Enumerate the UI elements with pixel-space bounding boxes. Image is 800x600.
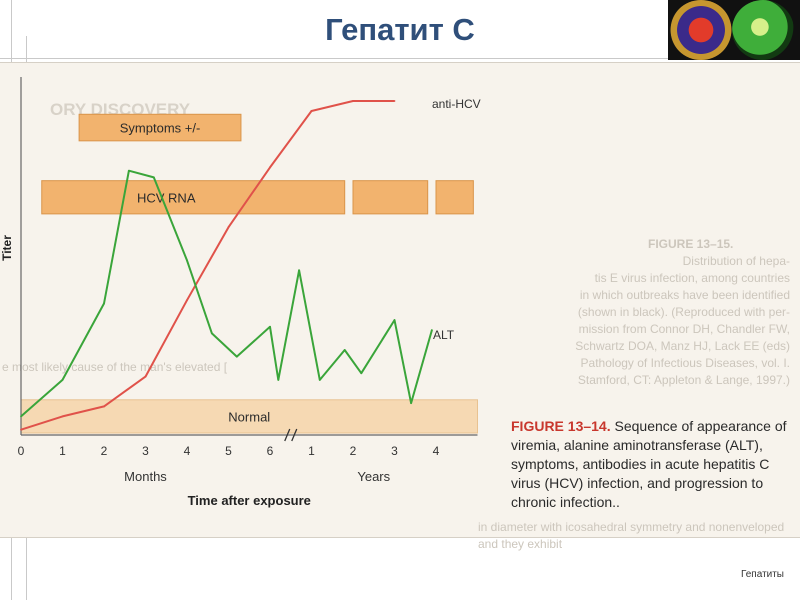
axis-break-mark [284,428,291,442]
data-point [103,302,105,305]
footer-label: Гепатиты [741,569,784,580]
band-segment [78,113,242,142]
data-point [227,226,230,229]
deco-horizontal-line [0,58,800,59]
chart: Symptoms +/- HCV RNA Normal 0 1 2 3 4 5 6 1 2 3 4 Mont… [0,77,481,508]
data-point [430,329,433,331]
x-tick-label: 3 [391,444,398,458]
axis-break-mark [291,428,298,442]
series-label-anti-hcv: anti-HCV [432,97,481,111]
data-point [269,166,271,169]
data-point [103,405,105,408]
x-group-label-years: Years [357,469,390,484]
x-tick-label: 2 [350,444,357,458]
data-point [360,372,363,375]
data-point [152,176,155,179]
bg-text-right-heading: FIGURE 13–15. [648,237,734,251]
y-axis-title: Titer [0,235,14,261]
data-point [393,319,396,322]
data-point [393,100,396,102]
x-tick-label: 3 [142,444,149,458]
caption-text: Sequence of appearance of viremia, alani… [511,418,787,510]
band-label: HCV RNA [137,190,196,205]
bg-text-line: Distribution of hepa- [682,254,790,268]
bg-text-line: Stamford, CT: Appleton & Lange, 1997.) [577,373,790,387]
slide-title: Гепатит C [325,12,475,47]
bg-text-left-bottom: in diameter with icosahedral symmetry an… [478,520,785,551]
bg-text-line: in which outbreaks have been identified [579,288,790,302]
data-point [235,355,238,358]
data-point [269,325,271,328]
x-tick-label: 4 [433,444,440,458]
series-label-alt: ALT [433,328,455,342]
x-tick-label: 5 [225,444,232,458]
caption-label: FIGURE 13–14. [511,418,611,434]
band-label: Symptoms +/- [120,121,201,136]
data-point [343,349,346,351]
band-segment [20,399,478,434]
bg-text-left-top: ORY DISCOVERY [50,100,191,119]
figure-caption: FIGURE 13–14. Sequence of appearance of … [511,417,791,512]
x-tick-label: 2 [101,444,108,458]
hcv-virion-image [670,0,732,60]
bg-text-left-mid: e most likely cause of the man's elevate… [2,360,228,374]
data-point [277,378,280,381]
data-point [144,375,147,378]
data-point [186,299,188,302]
x-tick-label: 1 [308,444,315,458]
bg-text-line: mission from Connor DH, Chandler FW, [578,322,790,336]
data-point [20,428,22,431]
band-segment [352,180,429,215]
x-tick-label: 0 [18,444,25,458]
bg-text-line: Schwartz DOA, Manz HJ, Lack EE (eds) [575,339,790,353]
x-group-label-months: Months [124,469,167,484]
band-segment [435,180,474,215]
x-axis-title: Time after exposure [188,493,311,508]
data-point [310,110,313,112]
data-point [20,415,22,418]
band-label: Normal [228,409,270,424]
data-point [61,415,64,418]
x-tick-label: 1 [59,444,66,458]
data-point [318,378,321,381]
data-point [298,269,300,272]
figure-panel: ORY DISCOVERY e most likely cause of the… [0,62,800,551]
bg-text-line: Pathology of Infectious Diseases, vol. I… [580,356,790,370]
band-segment [41,180,346,215]
bg-text-line: tis E virus infection, among countries [594,271,790,285]
data-point [410,402,412,405]
data-point [127,169,130,172]
x-tick-label: 4 [184,444,191,458]
bg-text-line: (shown in black). (Reproduced with per- [577,305,790,319]
data-point [352,100,354,102]
data-point [186,259,188,262]
hcv-capsid-image [732,0,794,60]
x-tick-label: 6 [267,444,274,458]
data-point [211,332,213,335]
data-point [61,378,64,381]
series-line-anti-hcv [20,100,395,431]
